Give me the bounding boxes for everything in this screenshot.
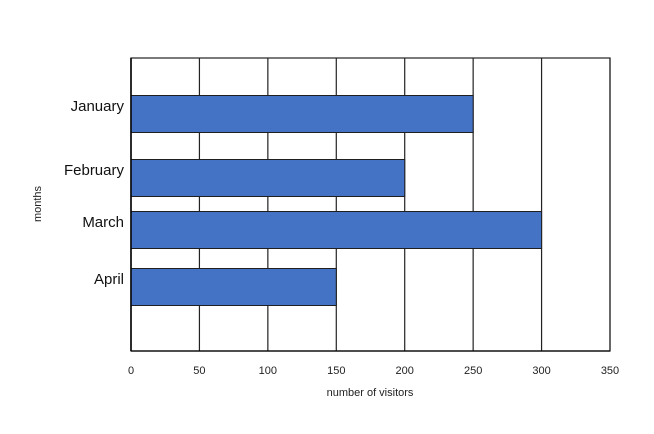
y-tick-label-march: March [82, 214, 124, 231]
y-tick-label-january: January [71, 98, 125, 115]
bar-march [130, 211, 543, 249]
x-tick-label-250: 250 [464, 365, 482, 377]
axis-layer [130, 58, 610, 352]
bar-january [130, 95, 474, 133]
x-tick-label-100: 100 [259, 365, 277, 377]
x-tick-label-300: 300 [532, 365, 550, 377]
x-tick-label-0: 0 [128, 365, 134, 377]
x-tick-label-350: 350 [601, 365, 619, 377]
bar-april [130, 268, 337, 306]
x-axis-title: number of visitors [327, 387, 414, 399]
x-tick-label-50: 50 [193, 365, 205, 377]
x-tick-label-200: 200 [396, 365, 414, 377]
y-tick-label-april: April [94, 271, 124, 288]
bar-february [130, 159, 406, 197]
y-axis-title: months [32, 185, 44, 222]
y-tick-label-february: February [64, 162, 125, 179]
x-tick-label-150: 150 [327, 365, 345, 377]
label-layer: 0 50 100 150 200 250 300 350 January February Marc… [64, 98, 619, 377]
